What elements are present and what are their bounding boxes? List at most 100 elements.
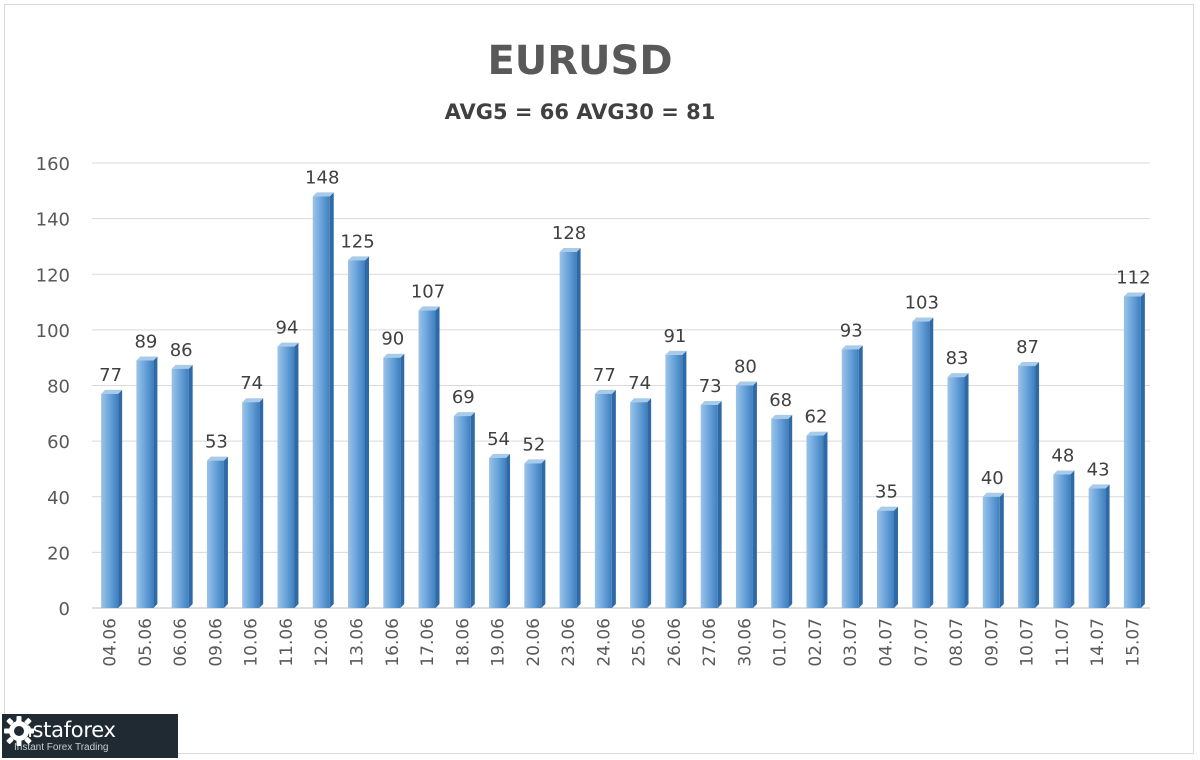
data-label: 69: [452, 387, 475, 408]
bar-side: [611, 389, 616, 608]
bar-top: [418, 306, 440, 311]
x-tick-label: 23.06: [559, 618, 579, 667]
bar-side: [365, 256, 369, 608]
bar: [594, 393, 612, 608]
bar-side: [1035, 362, 1040, 608]
data-label: 112: [1116, 268, 1150, 289]
x-tick-label: 26.06: [665, 618, 685, 667]
bar-side: [259, 398, 264, 608]
x-tick-label: 24.06: [594, 618, 614, 667]
bar-side: [435, 306, 440, 608]
chart-frame: [4, 4, 1194, 754]
bar: [136, 360, 154, 608]
bar-side: [1070, 470, 1075, 608]
bar: [524, 463, 542, 608]
data-label: 74: [240, 373, 263, 394]
bar-top: [489, 453, 511, 458]
x-tick-label: 16.06: [383, 618, 403, 667]
bar-top: [136, 356, 158, 361]
bar: [1053, 474, 1071, 608]
bar-side: [823, 431, 828, 608]
bar-side: [506, 453, 511, 608]
bar-top: [348, 256, 369, 261]
bar-side: [188, 364, 193, 608]
bar: [453, 416, 471, 608]
logo-tagline: Instant Forex Trading: [14, 741, 109, 753]
bar: [1018, 366, 1036, 608]
bar-top: [206, 456, 228, 461]
bar-top: [771, 414, 793, 419]
x-tick-label: 14.07: [1088, 618, 1108, 667]
bar-side: [1140, 292, 1145, 608]
x-tick-label: 04.07: [877, 618, 897, 667]
bar-side: [858, 345, 863, 608]
x-tick-label: 12.06: [312, 618, 332, 667]
bar-top: [312, 192, 334, 197]
x-tick-label: 05.06: [136, 618, 156, 667]
y-tick-label: 80: [47, 377, 70, 398]
data-label: 90: [381, 329, 404, 350]
data-label: 35: [875, 482, 898, 503]
x-tick-label: 04.06: [101, 618, 121, 667]
bar-top: [1053, 470, 1075, 475]
x-tick-label: 20.06: [524, 618, 544, 667]
bar-side: [647, 398, 652, 608]
data-label: 77: [593, 365, 616, 386]
data-label: 73: [699, 376, 722, 397]
bar-top: [630, 398, 652, 403]
bar-top: [982, 492, 1004, 497]
data-label: 77: [99, 365, 122, 386]
data-label: 62: [805, 407, 828, 428]
data-label: 125: [340, 231, 374, 252]
data-label: 53: [205, 432, 228, 453]
chart-subtitle: AVG5 = 66 AVG30 = 81: [444, 100, 716, 124]
bar-side: [1105, 484, 1110, 608]
bar-top: [1088, 484, 1110, 489]
y-tick-label: 0: [59, 599, 70, 620]
data-label: 83: [946, 348, 969, 369]
x-tick-label: 01.07: [771, 618, 791, 667]
x-tick-label: 02.07: [806, 618, 826, 667]
data-label: 68: [769, 390, 792, 411]
x-tick-label: 09.07: [982, 618, 1002, 667]
data-label: 89: [134, 331, 157, 352]
bar-side: [223, 456, 228, 608]
chart-title: EURUSD: [487, 38, 673, 84]
data-label: 43: [1087, 459, 1110, 480]
bar: [912, 321, 930, 608]
bar-top: [101, 389, 123, 394]
bar-top: [1018, 362, 1040, 367]
bar: [489, 457, 507, 608]
bar-top: [806, 431, 828, 436]
bar-top: [453, 412, 475, 417]
bar-side: [294, 342, 299, 608]
bar-side: [118, 389, 123, 608]
bar-top: [242, 398, 264, 403]
bar-top: [559, 248, 581, 252]
x-tick-label: 10.07: [1018, 618, 1038, 667]
x-tick-label: 03.07: [841, 618, 861, 667]
x-tick-label: 10.06: [242, 618, 262, 667]
bar-side: [999, 492, 1004, 608]
bar: [1088, 488, 1106, 608]
bar-side: [788, 414, 793, 608]
bar-side: [894, 506, 898, 608]
bar-side: [400, 353, 405, 608]
x-tick-label: 17.06: [418, 618, 438, 667]
x-tick-label: 11.06: [277, 618, 297, 667]
bar: [665, 354, 683, 608]
x-tick-label: 25.06: [630, 618, 650, 667]
data-label: 52: [522, 434, 545, 455]
bar-top: [841, 345, 863, 350]
bar: [1123, 296, 1141, 608]
bar-top: [735, 381, 757, 386]
bar-side: [964, 373, 969, 608]
data-label: 107: [411, 281, 445, 302]
bar-top: [947, 373, 969, 378]
bar-side: [153, 356, 158, 608]
logo-name: instaforex: [14, 717, 116, 742]
y-tick-label: 20: [47, 543, 70, 564]
bar: [171, 368, 189, 608]
bar: [630, 402, 648, 608]
